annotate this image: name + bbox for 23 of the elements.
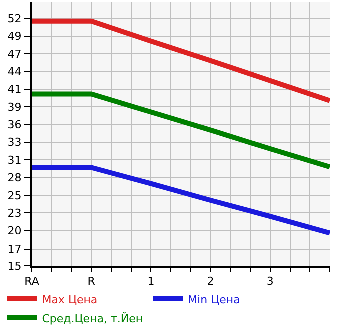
x-tick-label: 3: [266, 275, 274, 288]
legend-label: Min Цена: [188, 293, 240, 306]
y-tick-label: 36: [8, 118, 22, 132]
x-tick-label: 1: [148, 275, 155, 288]
y-tick-label: 39: [8, 100, 22, 114]
y-tick-label: 33: [8, 136, 22, 150]
y-tick-label: 17: [8, 243, 22, 256]
y-tick-label: 47: [8, 48, 22, 61]
legend-label: Max Цена: [42, 293, 98, 306]
y-tick-label: 52: [8, 12, 22, 26]
y-tick-label: 31: [8, 154, 22, 167]
y-tick-label: 20: [8, 224, 22, 238]
y-tick-label: 44: [8, 66, 22, 79]
y-tick-label: 28: [8, 172, 22, 185]
x-tick-label: 2: [207, 275, 214, 288]
y-tick-label: 15: [8, 260, 22, 273]
y-tick-label: 49: [8, 30, 22, 44]
x-tick-label: R: [88, 275, 96, 288]
y-tick-label: 23: [8, 206, 22, 220]
y-tick-label: 41: [8, 83, 22, 96]
legend-label: Сред.Цена, т.Йен: [42, 311, 144, 326]
x-tick-label: RA: [24, 275, 40, 288]
y-tick-label: 25: [8, 190, 22, 203]
